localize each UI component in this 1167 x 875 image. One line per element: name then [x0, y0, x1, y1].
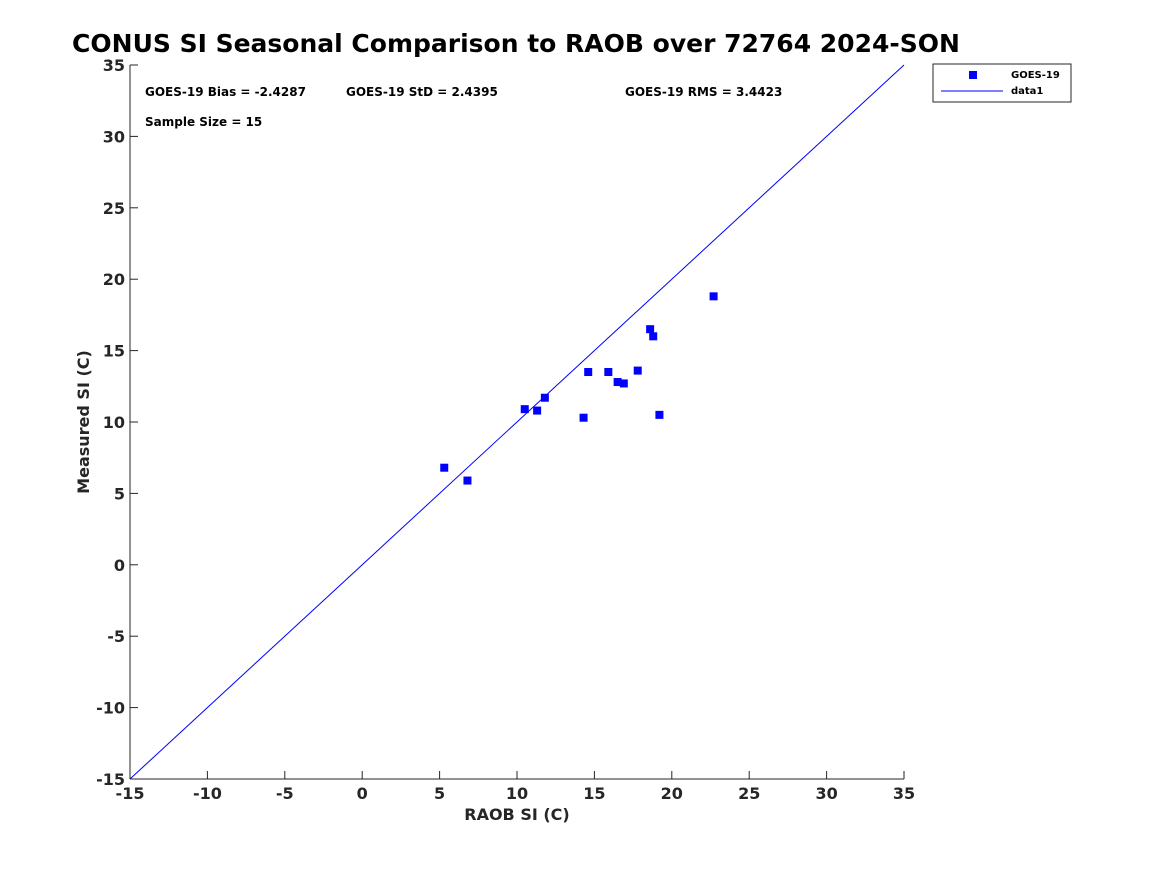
x-tick-label: -10	[193, 784, 222, 803]
x-tick-label: 5	[434, 784, 445, 803]
x-axis-label: RAOB SI (C)	[464, 805, 569, 824]
data-point	[584, 368, 593, 377]
data-point	[646, 325, 655, 334]
data-point	[440, 463, 449, 472]
data-point	[633, 366, 642, 375]
data-point	[619, 379, 628, 388]
data-point	[604, 368, 613, 377]
legend: GOES-19 data1	[932, 63, 1072, 103]
rms-annotation: GOES-19 RMS = 3.4423	[625, 85, 782, 99]
y-tick-label: -15	[96, 770, 125, 789]
x-tick-label: -15	[116, 784, 145, 803]
legend-box	[932, 63, 1072, 103]
data-points	[440, 292, 718, 485]
y-tick-label: -5	[107, 627, 125, 646]
data-point	[533, 406, 542, 415]
y-tick-label: 15	[103, 342, 125, 361]
data-point	[463, 476, 472, 485]
data-point	[540, 393, 549, 402]
x-tick-label: 10	[506, 784, 528, 803]
legend-label-data1: data1	[1011, 86, 1043, 97]
x-tick-label: 35	[893, 784, 915, 803]
y-tick-label: -10	[96, 699, 125, 718]
y-tick-label: 10	[103, 413, 125, 432]
data-point	[520, 405, 529, 414]
y-tick-label: 0	[114, 556, 125, 575]
y-tick-label: 25	[103, 199, 125, 218]
x-tick-label: 20	[661, 784, 683, 803]
x-tick-label: 15	[583, 784, 605, 803]
x-tick-label: 25	[738, 784, 760, 803]
chart-title: CONUS SI Seasonal Comparison to RAOB ove…	[72, 29, 960, 58]
x-tick-label: 30	[815, 784, 837, 803]
x-tick-label: -5	[276, 784, 294, 803]
std-annotation: GOES-19 StD = 2.4395	[346, 85, 498, 99]
y-axis-label: Measured SI (C)	[74, 350, 93, 494]
data-point	[579, 413, 588, 422]
x-tick-label: 0	[357, 784, 368, 803]
data-point	[649, 332, 658, 341]
data-point	[655, 410, 664, 419]
y-tick-label: 35	[103, 56, 125, 75]
identity-line	[129, 64, 905, 780]
sample-size-annotation: Sample Size = 15	[145, 115, 262, 129]
legend-marker-goes19	[969, 71, 977, 79]
y-tick-label: 20	[103, 270, 125, 289]
y-tick-label: 30	[103, 127, 125, 146]
legend-label-goes19: GOES-19	[1011, 70, 1060, 81]
y-tick-label: 5	[114, 484, 125, 503]
y-axis-ticks: -15 -10 -5 0 5 10 15 20 25 30 35	[96, 56, 138, 789]
x-axis-ticks: -15 -10 -5 0 5 10 15 20 25 30 35	[116, 771, 915, 803]
series-line-data1	[129, 64, 905, 780]
data-point	[613, 378, 622, 387]
bias-annotation: GOES-19 Bias = -2.4287	[145, 85, 306, 99]
data-point	[709, 292, 718, 301]
